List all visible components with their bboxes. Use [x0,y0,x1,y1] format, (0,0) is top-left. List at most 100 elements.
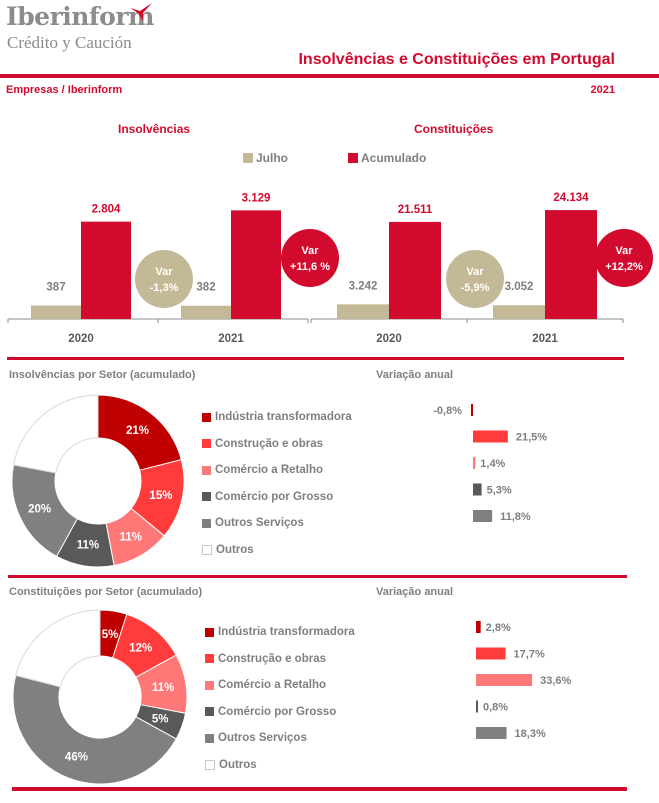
bar-value-label: 3.129 [242,192,271,204]
legend-item: Outros [202,537,352,564]
legend-label-julho: Julho [256,151,288,165]
variacao-bar [476,621,481,633]
legend-label-acumulado: Acumulado [361,151,427,165]
legend-item: Comércio a Retalho [202,457,352,484]
variacao-label: 1,4% [480,458,505,470]
variacao-bar [473,510,493,522]
legend-label: Comércio por Grosso [215,490,334,503]
legend-julho: Julho [243,151,288,165]
variacao-label: 33,6% [540,675,571,687]
top-bar-charts: 387 2.804 2020 382 3.129 2021 Var -1,3% Var +11,6… [7,192,653,345]
variacao-bar [473,483,482,496]
legend-item: Outros [205,752,355,779]
chart-title-constituicoes: Constituições [414,122,494,136]
legend-swatch [205,627,214,637]
legend-item: Comércio a Retalho [205,672,355,699]
bar-acumulado [545,210,597,319]
bar-value-label: 21.511 [398,204,433,216]
legend-label: Outros [216,543,254,556]
legend-item: Construção e obras [202,431,352,458]
legend-label: Comércio por Grosso [218,705,337,718]
variacao-label: 2,8% [486,622,511,634]
bar-value-label: 2.804 [92,204,121,216]
variacao-bar [476,727,507,739]
var-bubble-title: Var [466,266,484,278]
variacao-label: -0,8% [433,405,462,417]
var-bubble-title: Var [301,245,319,257]
legend-acumulado: Acumulado [348,151,426,165]
logo-subtitle: Crédito y Caución [7,33,132,52]
footer-divider [12,787,627,791]
variacao-bar [476,674,533,686]
logo-iberinform: Iberinform [6,2,154,31]
legend-label: Construção e obras [215,437,323,450]
legend-item: Construção e obras [205,646,355,673]
variacao-chart-2: 2,8% 17,7% 33,6% 0,8% 18,3% [476,621,572,740]
donut-insolvencias: 21% 15% 11% 11% 20% [11,394,185,568]
donut-constituicoes: 5% 12% 11% 5% 46% [12,609,188,785]
legend-swatch [202,439,211,449]
legend-swatch [205,654,214,664]
bar-acumulado [389,221,441,319]
bar-value-label: 387 [46,282,65,294]
legend-label: Indústria transformadora [218,626,355,639]
donut-slice [12,674,177,785]
section-divider-2 [8,575,627,578]
variacao-bar [476,700,478,713]
legend-swatch [202,412,211,422]
page-title: Insolvências e Constituições em Portugal [298,51,615,68]
legend-label: Indústria transformadora [215,411,352,424]
donut-slice [12,394,99,474]
variacao-bar [471,404,473,416]
var-bubble-value: +12,2% [605,261,643,273]
var-bubble-value: -5,9% [461,282,490,294]
donut-slice-label: 15% [149,490,172,502]
bar-julho [337,304,389,319]
legend-item: Outros Serviços [205,725,355,752]
variacao-label: 5,3% [487,485,512,497]
variacao-bar [476,647,506,660]
legend-swatch [205,707,214,717]
variacao-label: 18,3% [515,728,546,740]
bar-value-label: 3.052 [505,281,534,293]
variacao-label: 11,8% [500,511,531,523]
legend-label: Comércio a Retalho [215,464,323,477]
header-divider [0,74,659,78]
variacao-label: 0,8% [483,702,508,714]
legend-label: Construção e obras [218,652,326,665]
subtitle-year: 2021 [590,84,615,96]
donut-slice-label: 21% [126,425,149,437]
variacao-label: 21,5% [516,432,547,444]
subtitle-left: Empresas / Iberinform [6,84,123,96]
legend-label: Comércio a Retalho [218,679,326,692]
donut-slice [15,609,101,688]
var-bubble-value: +11,6 % [290,261,330,273]
legend-item: Comércio por Grosso [202,484,352,511]
sector-legend-1: Indústria transformadora Construção e obr… [202,404,352,563]
legend-item: Comércio por Grosso [205,699,355,726]
chart-title-insolvencias: Insolvências [118,122,191,136]
legend-item: Indústria transformadora [205,619,355,646]
bar-acumulado [231,210,281,319]
x-tick-label: 2021 [218,333,244,345]
x-tick-label: 2020 [68,333,94,345]
bar-acumulado [81,221,131,319]
section-title-constituicoes-setor: Constituições por Setor (acumulado) [9,586,203,598]
variacao-label: 17,7% [514,649,545,661]
legend-swatch [202,492,211,502]
legend-swatch [205,680,214,690]
bar-value-label: 24.134 [553,192,589,204]
x-tick-label: 2020 [376,333,402,345]
section-title-variacao-1: Variação anual [376,369,454,381]
legend-swatch [202,544,212,555]
var-bubble-title: Var [155,266,173,278]
var-bubble [446,250,504,308]
legend-swatch [205,733,214,743]
bar-julho [181,305,231,319]
legend-swatch [202,465,211,475]
var-bubble-value: -1,3% [150,282,179,294]
legend-swatch-julho [243,153,253,163]
legend-item: Outros Serviços [202,510,352,537]
section-divider-1 [7,357,624,360]
bar-julho [493,305,545,319]
